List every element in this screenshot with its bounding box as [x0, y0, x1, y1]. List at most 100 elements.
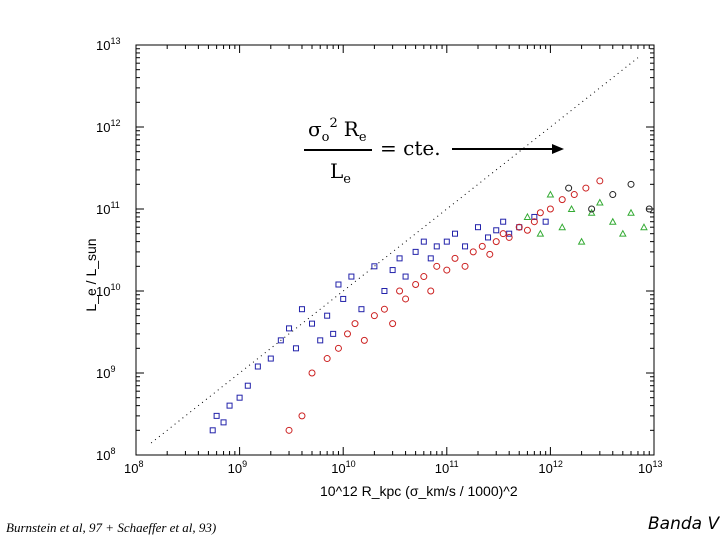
point-squares — [516, 224, 523, 231]
point-triangles — [587, 208, 596, 216]
point-squares — [277, 337, 284, 344]
x-tick-label: 1011 — [435, 459, 459, 476]
point-circles — [515, 223, 523, 231]
point-circles — [596, 177, 604, 185]
point-open-circles-black — [565, 184, 573, 192]
point-squares — [267, 355, 274, 362]
point-circles — [486, 250, 494, 258]
point-triangles — [523, 212, 532, 220]
point-circles — [433, 262, 441, 270]
point-circles — [492, 238, 500, 246]
point-circles — [402, 295, 410, 303]
eq-r-sub: e — [359, 130, 367, 145]
point-squares — [412, 248, 419, 255]
point-squares — [500, 218, 507, 225]
point-triangles — [608, 217, 617, 225]
point-circles — [412, 281, 420, 289]
equation-numerator: σo2 Re — [308, 116, 367, 145]
point-circles — [570, 191, 578, 199]
point-squares — [381, 288, 388, 294]
point-squares — [433, 243, 440, 250]
point-squares — [292, 345, 299, 352]
point-squares — [402, 273, 409, 280]
point-circles — [478, 242, 486, 250]
point-squares — [309, 320, 316, 327]
equation-rhs: = cte. — [380, 136, 441, 160]
x-tick-label: 108 — [124, 459, 143, 476]
scatter-chart: 108 109 1010 1011 1012 1013 108 109 1010 1011 1012… — [83, 36, 662, 499]
point-circles — [351, 320, 359, 328]
point-squares — [213, 412, 220, 419]
point-circles — [530, 218, 538, 226]
point-circles — [370, 312, 378, 320]
point-circles — [298, 412, 306, 420]
point-circles — [558, 196, 566, 204]
y-tick-label: 108 — [96, 446, 115, 463]
point-squares — [420, 238, 427, 245]
point-squares — [209, 427, 216, 434]
point-open-circles-black — [609, 191, 617, 199]
x-tick-label: 1012 — [538, 459, 562, 476]
point-circles — [427, 287, 435, 295]
point-circles — [536, 209, 544, 217]
y-tick-label: 1010 — [96, 282, 120, 299]
data-points — [209, 177, 653, 434]
eq-denominator: L — [330, 159, 343, 183]
equation-annotation: σo2 Re Le = cte. — [304, 116, 564, 187]
point-circles — [546, 205, 554, 213]
point-circles — [469, 248, 477, 256]
band-label: Banda V — [648, 514, 720, 534]
eq-r: R — [344, 117, 360, 141]
point-circles — [523, 226, 531, 234]
point-squares — [452, 230, 459, 237]
point-squares — [244, 382, 251, 389]
point-circles — [323, 355, 331, 363]
y-tick-label: 109 — [96, 364, 115, 381]
point-squares — [340, 295, 347, 302]
point-squares — [220, 419, 227, 426]
reference-line — [150, 57, 639, 444]
point-squares — [226, 402, 233, 409]
eq-denominator-sub: e — [343, 172, 351, 187]
point-triangles — [618, 229, 627, 237]
tick-labels: 108 109 1010 1011 1012 1013 108 109 1010 1011 1012… — [96, 36, 662, 476]
point-squares — [348, 273, 355, 280]
point-squares — [358, 306, 365, 313]
point-open-circles-black — [588, 205, 596, 213]
point-squares — [286, 325, 293, 332]
citation-text: Burnstein et al, 97 + Schaeffer et al, 9… — [6, 520, 217, 535]
x-tick-label: 1013 — [638, 459, 662, 476]
point-triangles — [640, 223, 648, 231]
plot-frame — [135, 44, 655, 456]
point-circles — [389, 320, 397, 328]
point-circles — [461, 262, 469, 270]
point-triangles — [567, 204, 576, 212]
point-squares — [298, 306, 305, 313]
point-triangles — [546, 190, 555, 198]
axis-ticks — [135, 44, 655, 456]
y-tick-label: 1012 — [96, 118, 120, 135]
point-squares — [254, 363, 261, 370]
point-triangles — [627, 208, 635, 216]
point-squares — [443, 238, 450, 245]
point-circles — [380, 305, 388, 313]
point-squares — [389, 267, 396, 274]
point-squares — [474, 224, 481, 231]
point-circles — [285, 426, 293, 434]
eq-sigma: σ — [308, 117, 322, 141]
x-tick-label: 1010 — [331, 459, 355, 476]
point-circles — [505, 233, 513, 241]
point-circles — [334, 344, 342, 352]
y-tick-label: 1013 — [96, 36, 120, 53]
point-squares — [542, 218, 549, 225]
x-tick-label: 109 — [228, 459, 247, 476]
point-open-circles-black — [627, 180, 635, 188]
point-squares — [317, 337, 324, 344]
point-squares — [531, 213, 538, 220]
point-circles — [582, 184, 590, 192]
point-squares — [506, 230, 513, 237]
eq-sigma-sub: o — [322, 130, 330, 145]
point-squares — [493, 227, 500, 234]
point-circles — [396, 287, 404, 295]
point-squares — [330, 330, 337, 337]
